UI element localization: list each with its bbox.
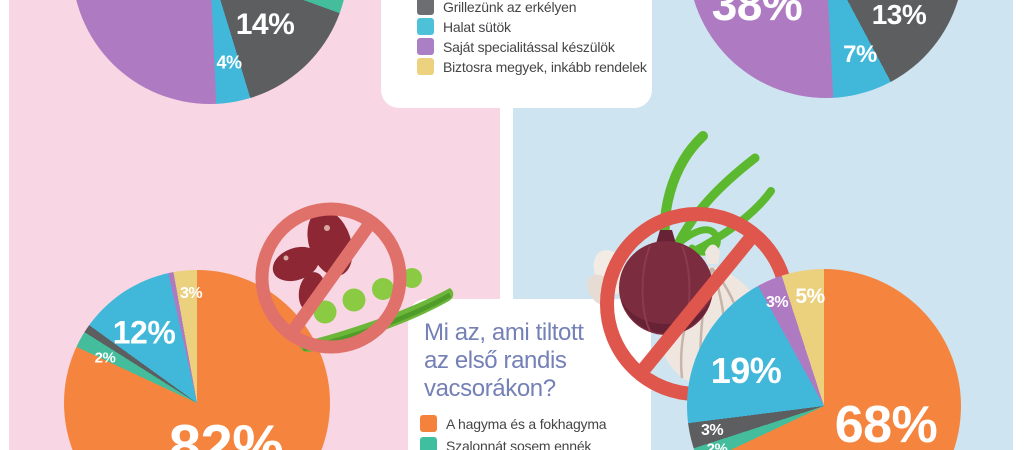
legend-row: Biztosra megyek, inkább rendelek xyxy=(417,58,647,75)
question-title: Mi az, ami tiltott az első randis vacsor… xyxy=(424,319,651,403)
question-title-line: vacsorákon? xyxy=(424,375,556,402)
legend-row: Saját specialitással készülök xyxy=(417,38,647,55)
question-title-line: Mi az, ami tiltott xyxy=(424,319,584,346)
forbidden-food-legend: A hagyma és a fokhagyma Szalonnát sosem … xyxy=(420,415,607,450)
legend-label: A hagyma és a fokhagyma xyxy=(446,415,607,432)
legend-label: Szalonnát sosem ennék xyxy=(446,437,592,450)
legend-row: Szalonnát sosem ennék xyxy=(420,437,606,450)
no-beans-and-peas-icon xyxy=(255,202,454,354)
cooking-legend-panel: Grillezünk az erkélyen Halat sütök Saját… xyxy=(381,0,652,108)
legend-swatch-cyan xyxy=(417,18,434,35)
legend-row: Halat sütök xyxy=(417,18,647,35)
question-title-line: az első randis xyxy=(424,347,567,374)
legend-label: Halat sütök xyxy=(443,18,511,35)
legend-swatch-gray xyxy=(417,0,434,15)
prohibition-circle-icon xyxy=(255,202,407,354)
legend-swatch-teal xyxy=(420,437,437,450)
legend-label: Saját specialitással készülök xyxy=(443,38,615,55)
cooking-legend: Grillezünk az erkélyen Halat sütök Saját… xyxy=(417,0,647,75)
legend-row: A hagyma és a fokhagyma xyxy=(420,415,607,432)
legend-swatch-purple xyxy=(417,38,434,55)
legend-row: Grillezünk az erkélyen xyxy=(417,0,647,15)
legend-swatch-orange xyxy=(420,415,437,432)
legend-label: Biztosra megyek, inkább rendelek xyxy=(443,58,647,75)
legend-label: Grillezünk az erkélyen xyxy=(443,0,577,15)
legend-swatch-yellow xyxy=(417,58,434,75)
question-panel: Mi az, ami tiltott az első randis vacsor… xyxy=(408,299,651,450)
